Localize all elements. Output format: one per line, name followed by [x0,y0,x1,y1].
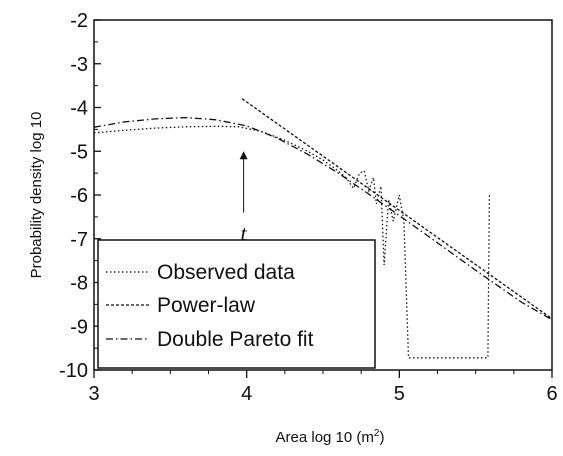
x-tick-label: 4 [241,383,252,405]
legend-label-double-pareto-fit: Double Pareto fit [157,328,314,351]
legend-label-observed-data: Observed data [157,261,295,284]
series-line-power-law [241,98,553,320]
x-tick-label: 5 [394,383,405,405]
x-tick-label: 6 [546,383,557,405]
y-tick-label: -2 [70,10,88,32]
annotation-layer: t [239,151,248,246]
y-tick-label: -8 [70,273,88,295]
y-tick-label: -5 [70,141,88,163]
x-axis-title: Area log 10 (m2) [276,428,385,446]
series-layer [93,98,553,359]
x-axis-ticks: 3 4 5 6 [88,370,558,405]
y-axis-ticks: -2 -3 -4 -5 -6 -7 -8 -9 -10 [59,10,101,382]
y-tick-label: -4 [70,98,88,120]
y-tick-label: -7 [70,229,88,251]
y-axis-title: Probability density log 10 [28,112,45,279]
x-tick-label: 3 [88,383,99,405]
annotation-label: t [241,221,248,246]
y-tick-label: -10 [59,360,88,382]
y-tick-label: -3 [70,54,88,76]
legend-label-power-law: Power-law [157,294,256,317]
y-tick-label: -6 [70,185,88,207]
x-axis-title-superscript: 2 [374,428,380,439]
series-line-double-pareto-fit [93,116,553,321]
y-tick-label: -9 [70,316,88,338]
legend-box [97,239,376,369]
legend: Observed data Power-law Double Pareto fi… [97,239,376,369]
